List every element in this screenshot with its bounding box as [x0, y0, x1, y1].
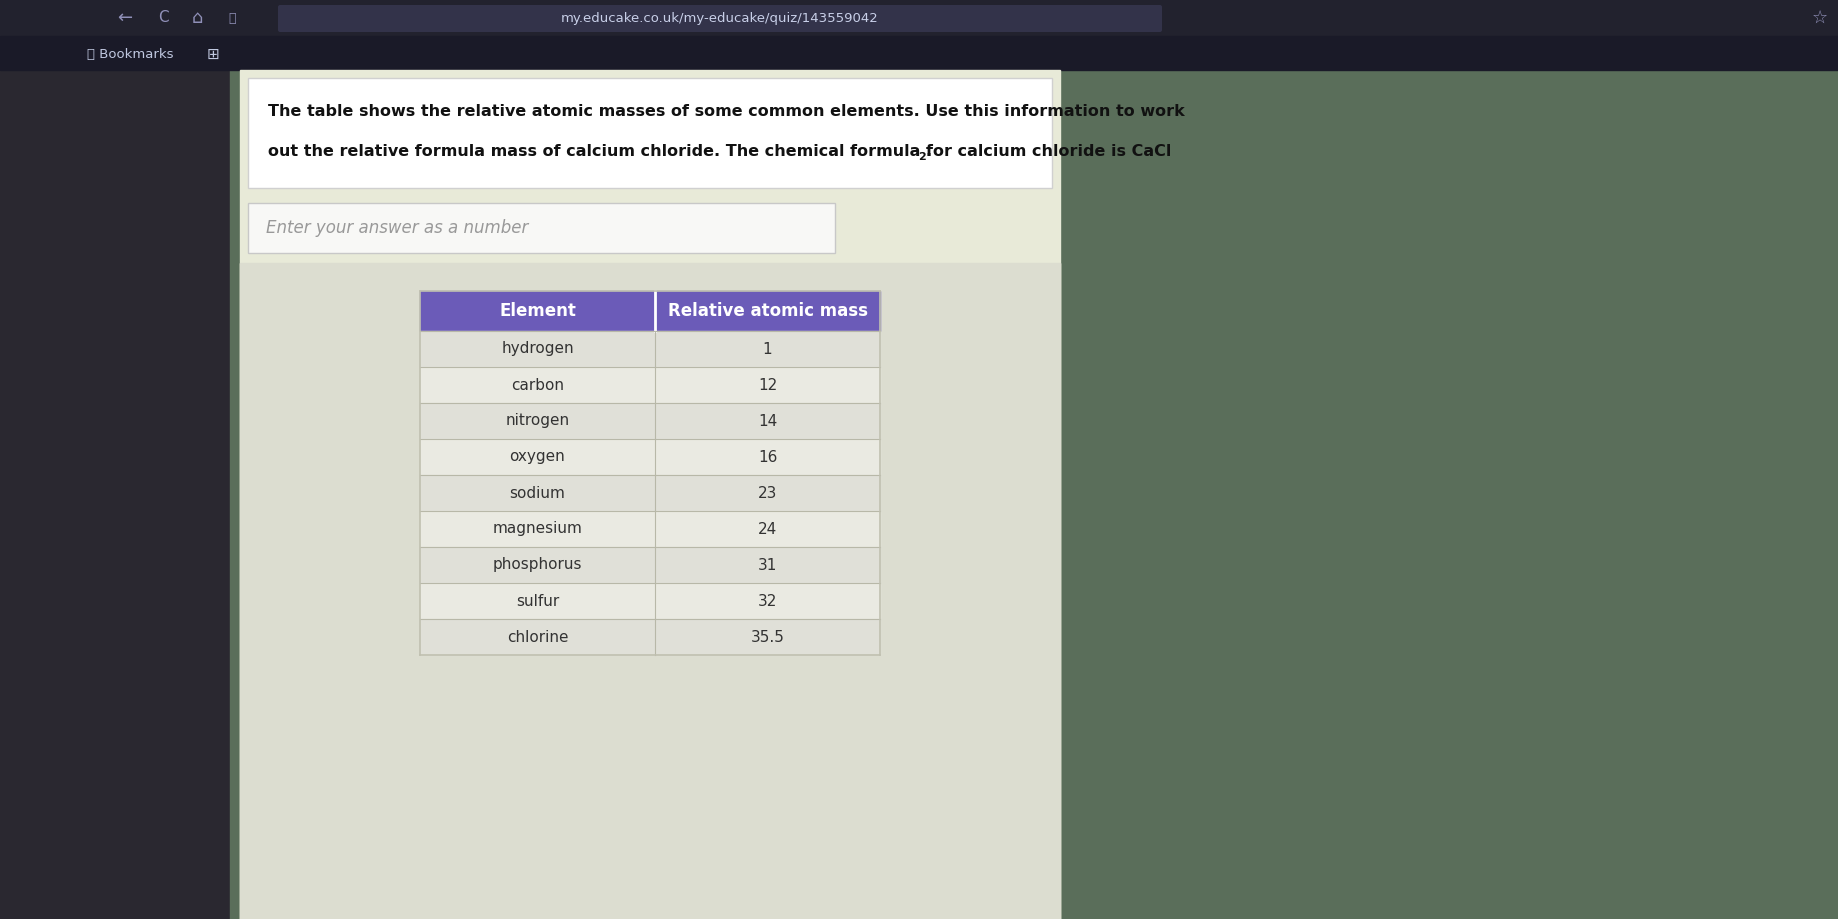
Text: 35.5: 35.5: [750, 630, 785, 644]
Bar: [654, 583, 880, 619]
Text: oxygen: oxygen: [509, 449, 566, 464]
Text: C: C: [158, 10, 169, 26]
Text: ⌂: ⌂: [191, 9, 202, 27]
Bar: [0, 0, 1838, 36]
Text: magnesium: magnesium: [493, 521, 583, 537]
Bar: [230, 70, 1838, 919]
Text: Enter your answer as a number: Enter your answer as a number: [267, 219, 528, 237]
Bar: [654, 331, 880, 367]
Text: .: .: [925, 144, 932, 160]
FancyBboxPatch shape: [248, 203, 834, 253]
Bar: [421, 331, 654, 367]
Text: 23: 23: [757, 485, 777, 501]
Text: Element: Element: [500, 302, 575, 320]
Bar: [654, 291, 880, 331]
Bar: [421, 619, 654, 655]
Text: The table shows the relative atomic masses of some common elements. Use this inf: The table shows the relative atomic mass…: [268, 105, 1186, 119]
Bar: [654, 475, 880, 511]
Bar: [421, 583, 654, 619]
Bar: [0, 36, 1838, 70]
Bar: [421, 367, 654, 403]
Text: chlorine: chlorine: [507, 630, 568, 644]
Text: ☆: ☆: [1812, 9, 1829, 27]
Bar: [654, 403, 880, 439]
Text: carbon: carbon: [511, 378, 564, 392]
Bar: [0, 70, 230, 919]
Text: 1: 1: [763, 342, 772, 357]
Text: out the relative formula mass of calcium chloride. The chemical formula for calc: out the relative formula mass of calcium…: [268, 151, 340, 152]
Text: hydrogen: hydrogen: [502, 342, 573, 357]
Bar: [654, 367, 880, 403]
Text: 32: 32: [757, 594, 777, 608]
Bar: [421, 403, 654, 439]
FancyBboxPatch shape: [248, 78, 1051, 188]
Bar: [421, 511, 654, 547]
FancyBboxPatch shape: [278, 5, 1162, 32]
Text: phosphorus: phosphorus: [493, 558, 583, 573]
Bar: [654, 511, 880, 547]
Text: 2: 2: [917, 152, 926, 162]
Bar: [421, 439, 654, 475]
Bar: [241, 263, 1061, 919]
Text: ←: ←: [118, 9, 132, 27]
Bar: [241, 263, 1061, 919]
Text: 16: 16: [757, 449, 777, 464]
Text: 31: 31: [757, 558, 777, 573]
Text: sulfur: sulfur: [516, 594, 559, 608]
Text: sodium: sodium: [509, 485, 566, 501]
Text: 📂 Bookmarks: 📂 Bookmarks: [86, 48, 173, 61]
Bar: [654, 619, 880, 655]
Text: nitrogen: nitrogen: [505, 414, 570, 428]
Bar: [421, 475, 654, 511]
Bar: [654, 439, 880, 475]
Text: 24: 24: [757, 521, 777, 537]
Bar: [421, 547, 654, 583]
Text: 12: 12: [757, 378, 777, 392]
Bar: [654, 547, 880, 583]
Text: out the relative formula mass of calcium chloride. The chemical formula for calc: out the relative formula mass of calcium…: [268, 144, 1171, 160]
Text: my.educake.co.uk/my-educake/quiz/143559042: my.educake.co.uk/my-educake/quiz/1435590…: [561, 12, 879, 25]
Bar: [421, 291, 654, 331]
Text: Relative atomic mass: Relative atomic mass: [667, 302, 868, 320]
Text: 14: 14: [757, 414, 777, 428]
Bar: [241, 70, 1061, 919]
Text: 📋: 📋: [228, 12, 235, 25]
Text: ⊞: ⊞: [206, 47, 219, 62]
